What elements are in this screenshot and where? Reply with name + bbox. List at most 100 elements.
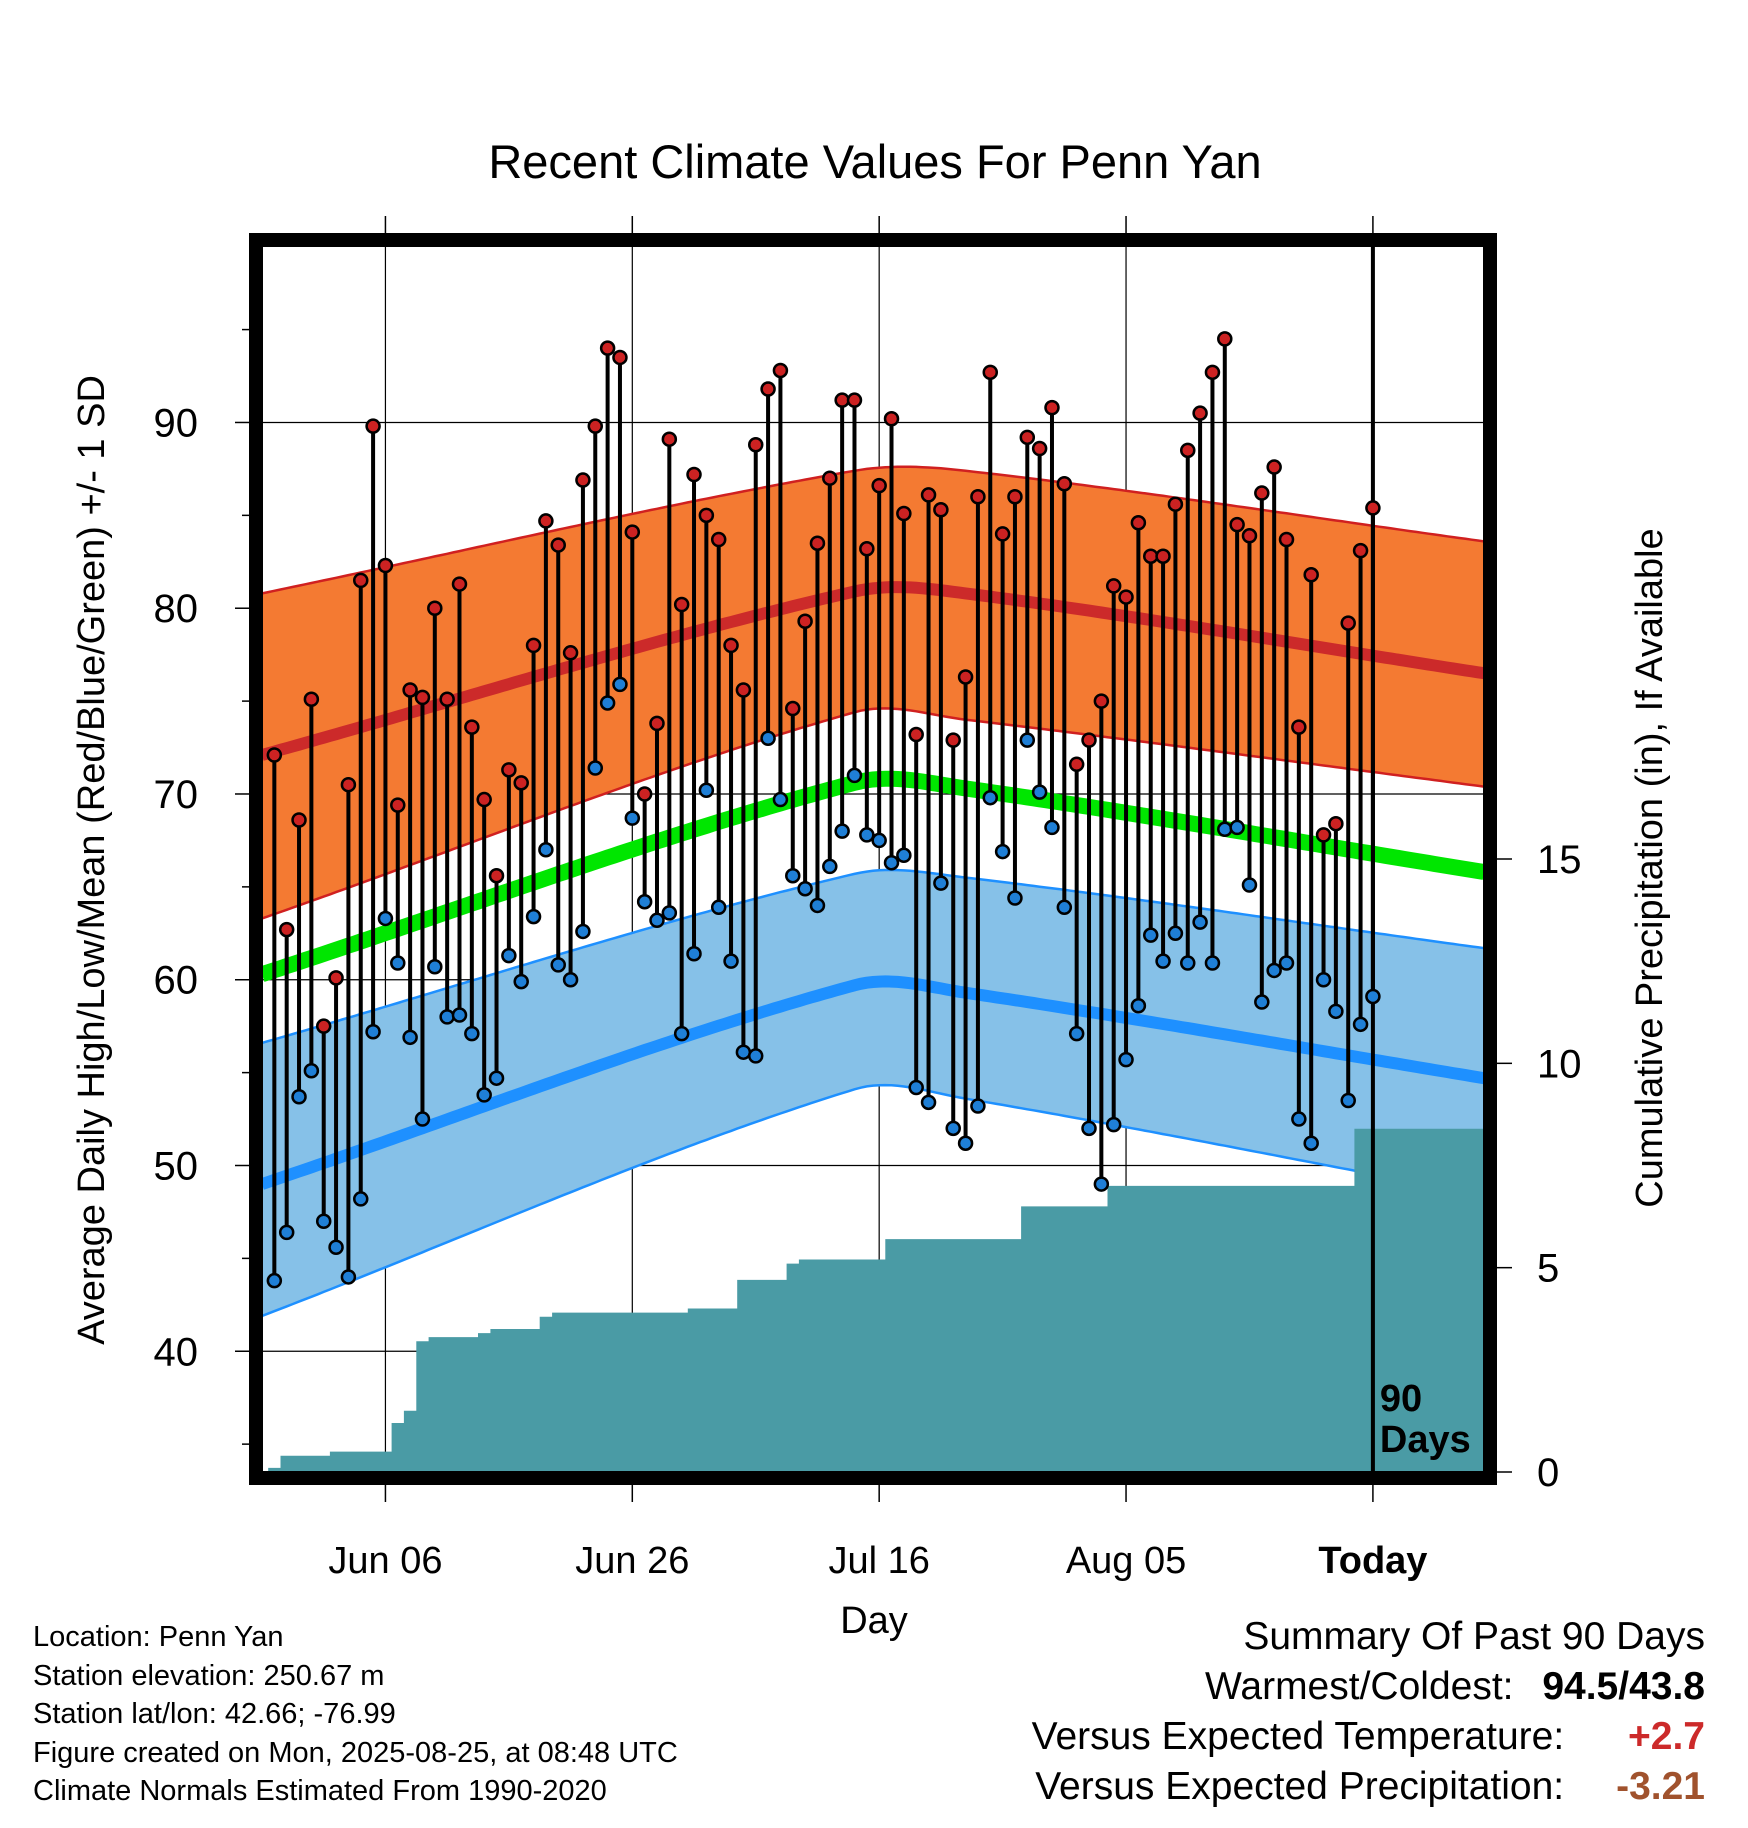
daily-low-point (957, 1135, 974, 1151)
daily-low-point (1105, 1116, 1122, 1133)
daily-low-point (1192, 914, 1208, 930)
daily-high-point (1142, 548, 1159, 564)
daily-high-point (1056, 476, 1073, 492)
daily-high-point (488, 867, 505, 884)
daily-high-point (1019, 429, 1036, 446)
daily-high-point (1217, 331, 1233, 347)
daily-high-point (710, 531, 727, 548)
daily-high-point (1105, 578, 1122, 594)
y-tick-label: 60 (154, 959, 199, 1003)
daily-high-point (747, 437, 764, 453)
daily-high-point (1365, 500, 1381, 516)
daily-high-point (1130, 515, 1147, 531)
daily-low-point (636, 893, 653, 910)
daily-high-point (957, 669, 974, 685)
axes: 40 50 60 70 80 90 0 5 10 15 Jun 06 Jun 26 Jul 16 Aug … (154, 216, 1582, 1582)
low-band-lower-edge (262, 1083, 1484, 1318)
daily-high-point (315, 1018, 332, 1034)
station-info: Location: Penn Yan Station elevation: 25… (33, 1618, 678, 1811)
x-tick-label: Jun 06 (328, 1540, 442, 1582)
daily-low-point (1019, 732, 1036, 748)
daily-high-point (377, 557, 394, 574)
y2-tick-label: 5 (1537, 1247, 1559, 1291)
daily-high-point (1291, 719, 1307, 735)
daily-low-point (710, 899, 727, 916)
daily-low-point (908, 1079, 924, 1096)
y2-tick-label: 0 (1537, 1451, 1559, 1495)
daily-low-point (883, 854, 900, 871)
daily-high-point (439, 691, 455, 707)
daily-high-point (278, 921, 295, 938)
daily-low-point (291, 1089, 307, 1105)
daily-low-point (303, 1063, 320, 1079)
daily-low-point (1278, 955, 1295, 971)
precip-label: Versus Expected Precipitation: (1035, 1765, 1565, 1808)
warm-cold-label: Warmest/Coldest: (1205, 1665, 1514, 1708)
daily-high-point (1192, 405, 1208, 421)
summary-title: Summary Of Past 90 Days (1243, 1615, 1705, 1658)
daily-low-point (513, 973, 529, 990)
daily-low-point (920, 1094, 937, 1111)
normal-low-line (262, 975, 1484, 1190)
daily-low-point (266, 1272, 283, 1289)
daily-high-point (871, 477, 887, 494)
daily-high-point (933, 502, 949, 518)
daily-points (266, 331, 1381, 1289)
daily-high-point (451, 576, 468, 592)
daily-low-point (1056, 899, 1073, 916)
daily-high-point (822, 470, 838, 486)
daily-low-point (476, 1087, 492, 1103)
y2-tick-label: 10 (1537, 1042, 1582, 1086)
daily-high-point (612, 349, 628, 366)
chart-title: Recent Climate Values For Penn Yan (488, 135, 1261, 188)
daily-low-point (1180, 955, 1196, 971)
daily-high-point (760, 381, 776, 397)
y-tick-label: 80 (154, 587, 199, 631)
daily-high-point (1328, 815, 1344, 832)
daily-high-point (649, 715, 665, 732)
daily-low-point (871, 832, 887, 849)
daily-high-point (636, 786, 653, 802)
daily-high-point (1007, 489, 1023, 505)
daily-low-point (1303, 1135, 1319, 1151)
daily-low-point (488, 1070, 505, 1086)
plot-frame (249, 233, 1497, 1485)
daily-high-point (723, 637, 739, 654)
daily-low-point (1068, 1025, 1085, 1042)
daily-low-point (439, 1009, 455, 1025)
daily-high-point (698, 507, 715, 524)
daily-low-point (451, 1007, 468, 1023)
daily-high-point (908, 726, 924, 743)
daily-low-point (414, 1111, 431, 1127)
x-tick-label: Aug 05 (1066, 1540, 1186, 1582)
daily-high-point (1093, 693, 1110, 709)
daily-low-point (797, 880, 813, 897)
info-normals: Climate Normals Estimated From 1990-2020 (33, 1775, 607, 1807)
daily-low-point (1352, 1016, 1369, 1033)
daily-low-point (612, 676, 628, 693)
daily-high-point (1204, 364, 1221, 381)
daily-low-point (1229, 819, 1245, 836)
daily-low-point (1241, 877, 1258, 893)
daily-low-point (686, 945, 702, 962)
high-band-upper-edge (262, 465, 1484, 595)
summary-panel: Summary Of Past 90 Days Warmest/Coldest:… (1032, 1612, 1705, 1812)
daily-high-point (686, 466, 702, 483)
y2-axis-label: Cumulative Precipitation (in), If Availa… (1629, 528, 1671, 1207)
daily-low-point (1130, 997, 1147, 1014)
daily-high-point (846, 392, 863, 408)
daily-high-point (859, 541, 875, 557)
daily-low-point (501, 947, 517, 964)
normal-high-line (262, 581, 1484, 761)
daily-low-point (735, 1044, 752, 1060)
daily-high-point (352, 572, 369, 589)
daily-low-point (427, 958, 443, 975)
daily-high-point (1303, 567, 1319, 583)
daily-low-point (723, 953, 739, 969)
daily-high-point (550, 537, 566, 553)
daily-high-point (772, 362, 789, 379)
daily-high-point (365, 418, 381, 434)
daily-low-point (822, 858, 838, 875)
